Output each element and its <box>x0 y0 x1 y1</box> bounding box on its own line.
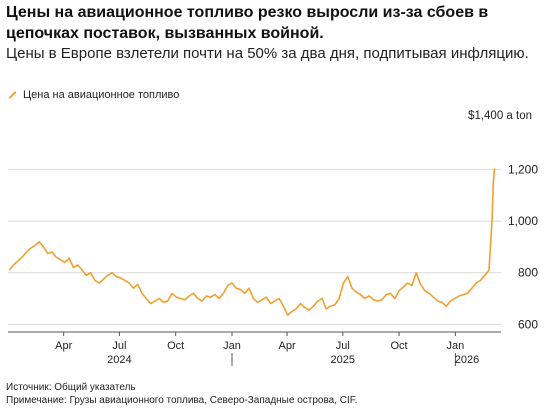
legend-label: Цена на авиационное топливо <box>23 89 180 101</box>
footnote: Примечание: Грузы авиационного топлива, … <box>6 395 358 406</box>
chart-title: Цены на авиационное топливо резко выросл… <box>6 4 489 42</box>
legend: Цена на авиационное топливо <box>8 89 179 101</box>
year-label: 2024 <box>107 354 131 366</box>
y-tick-label: 800 <box>518 266 538 280</box>
chart-subtitle: Цены в Европе взлетели почти на 50% за д… <box>6 45 529 62</box>
gridlines <box>8 169 501 325</box>
year-label: 2025 <box>331 354 355 366</box>
x-tick-label: Jan <box>447 340 465 352</box>
x-tick-label: Jul <box>336 340 350 352</box>
x-tick-label: Oct <box>167 340 184 352</box>
x-tick-label: Jul <box>112 340 126 352</box>
source-note: Источник: Общий указатель <box>6 382 136 393</box>
x-tick-label: Jan <box>223 340 241 352</box>
x-axis: Apr Jul Oct Jan Apr Jul Oct Jan 2024 2025 2026 <box>8 331 501 366</box>
y-tick-label: 1,000 <box>508 214 538 228</box>
y-tick-label: 1,200 <box>508 163 538 177</box>
footer: Источник: Общий указатель Примечание: Гр… <box>6 381 358 407</box>
y-tick-label: 600 <box>518 317 538 331</box>
x-tick-label: Apr <box>55 340 72 352</box>
line-chart: Apr Jul Oct Jan Apr Jul Oct Jan 2024 2025 2026 600… <box>8 163 538 366</box>
x-tick-label: Oct <box>391 340 408 352</box>
series-layer <box>8 168 496 316</box>
year-label: 2026 <box>455 354 479 366</box>
y-axis: 600 800 1,000 1,200 <box>508 163 538 332</box>
series-line <box>8 168 496 316</box>
y-axis-unit-label: $1,400 a ton <box>468 110 532 122</box>
x-tick-label: Apr <box>279 340 296 352</box>
